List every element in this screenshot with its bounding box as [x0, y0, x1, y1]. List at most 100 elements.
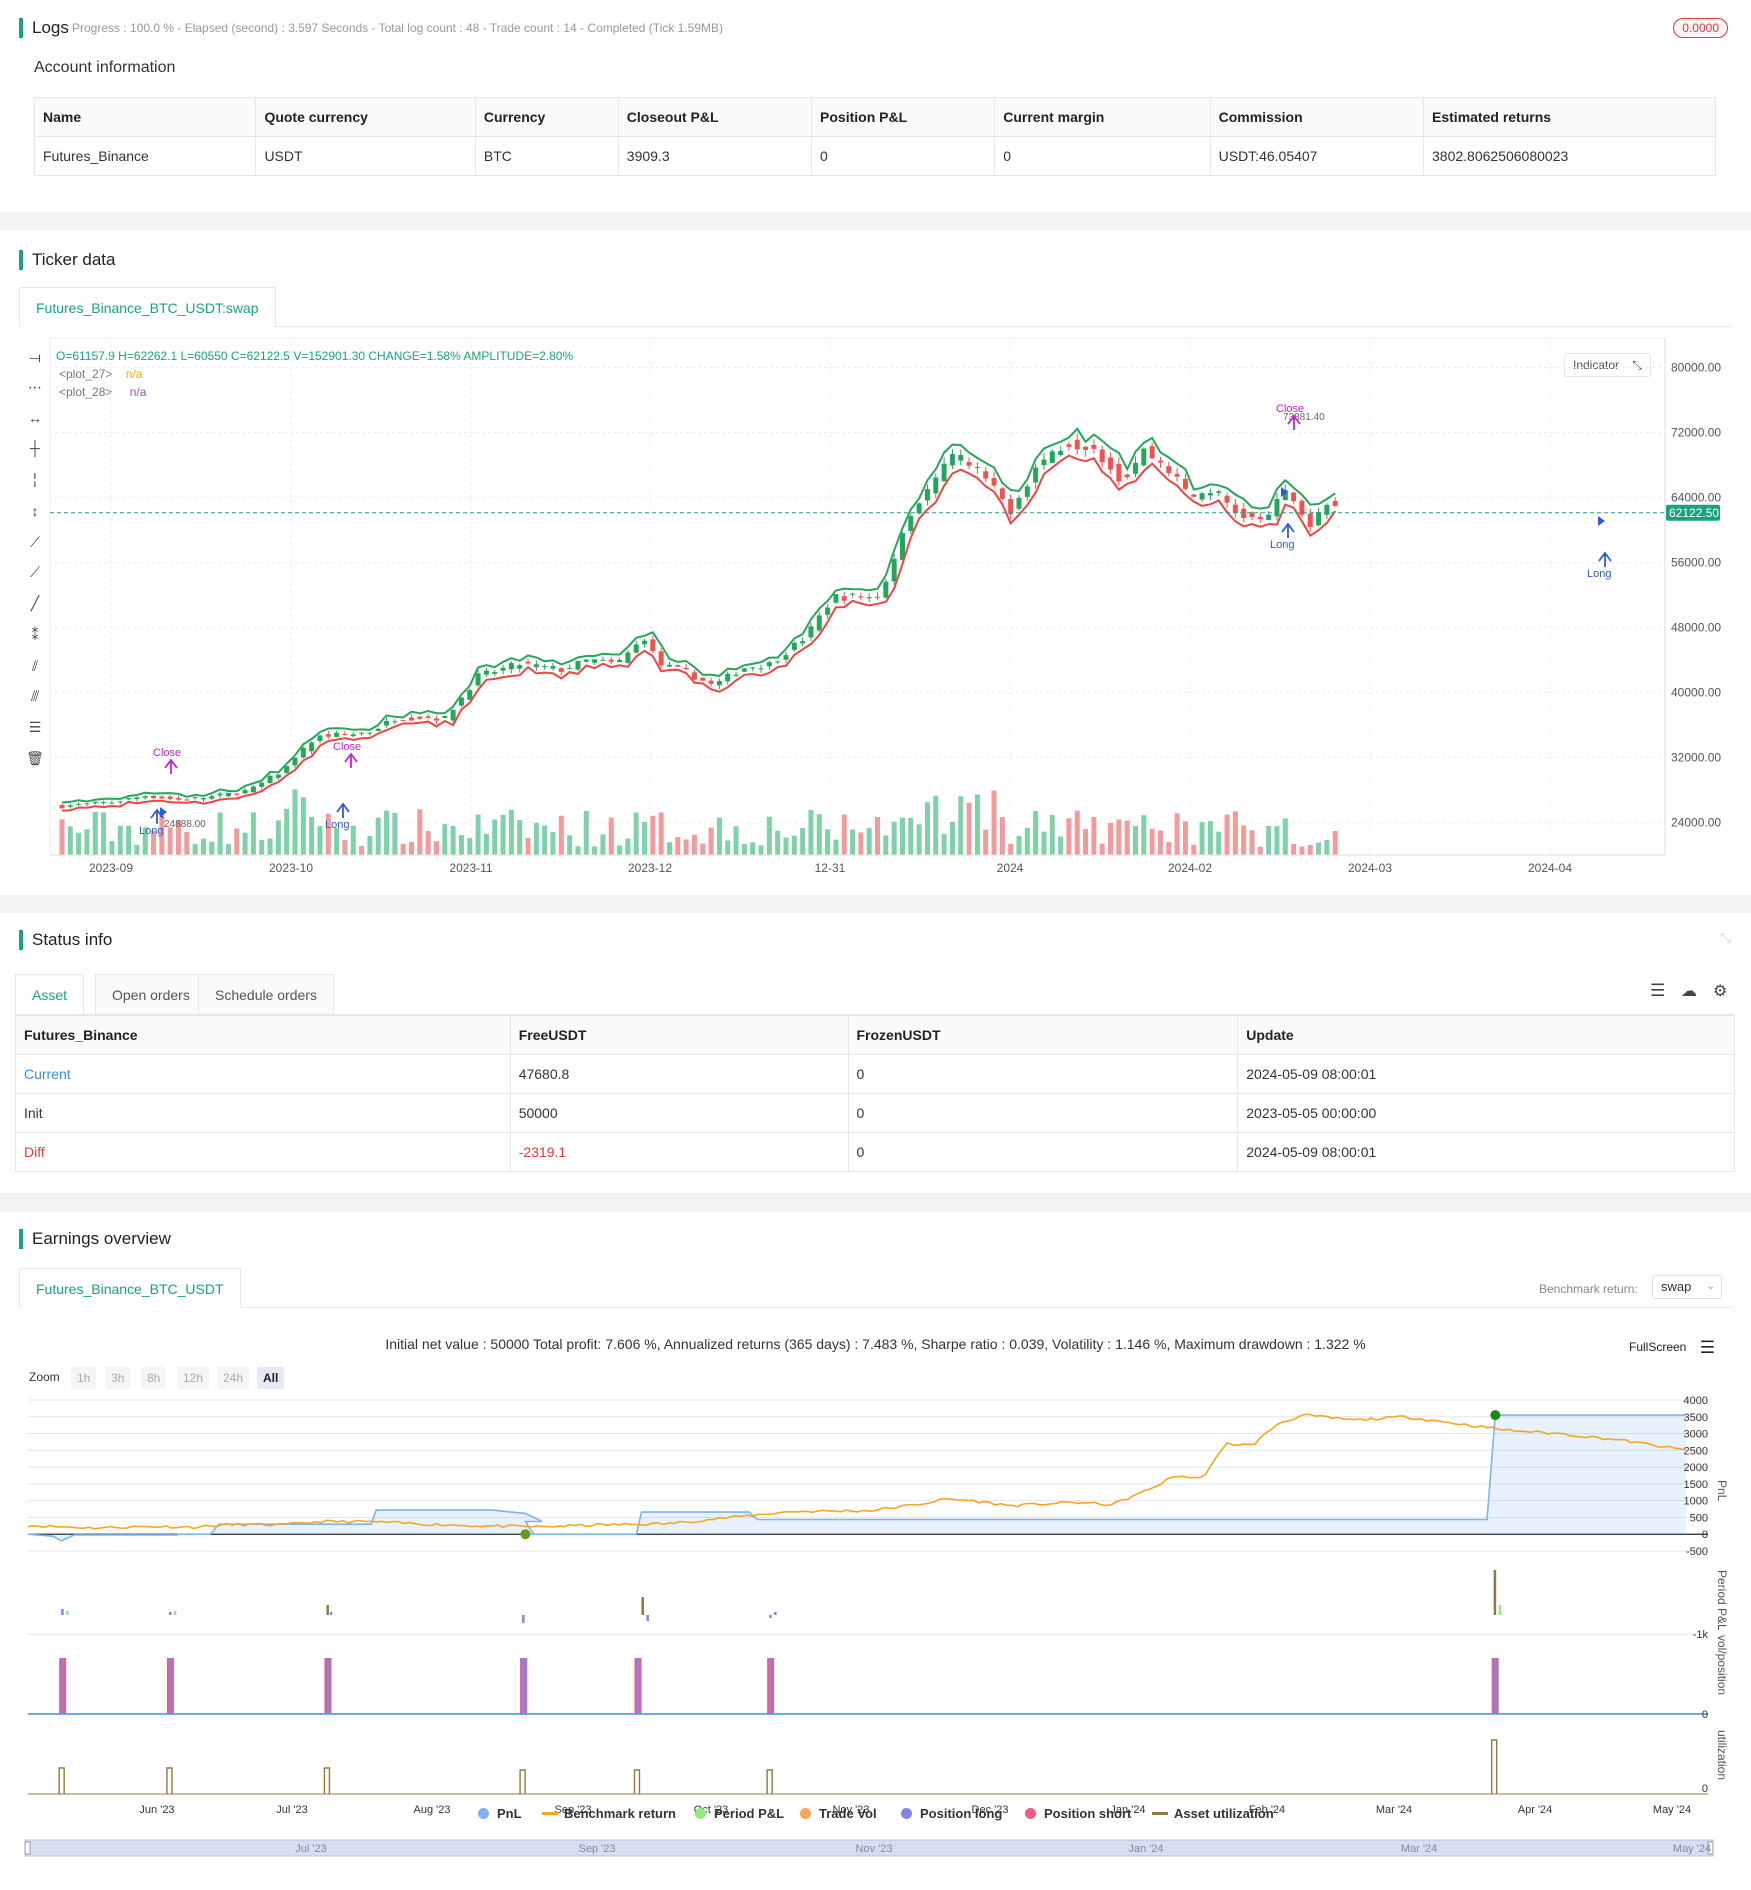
zoom-1h[interactable]: 1h: [71, 1367, 97, 1389]
volume-bar: [275, 820, 281, 855]
candle-body: [658, 651, 664, 666]
volume-bar: [483, 833, 489, 855]
collapse-icon[interactable]: ⤡: [1720, 930, 1731, 945]
volume-bar: [1166, 842, 1172, 855]
vertical-segment-icon[interactable]: ╎: [30, 472, 40, 488]
candle-body: [483, 670, 489, 675]
earnings-chart: 40003500300025002000150010005000-500PnL …: [24, 1395, 1729, 1857]
candle-body: [475, 673, 481, 686]
trash-icon[interactable]: 🗑: [26, 750, 44, 766]
tab-open-orders[interactable]: Open orders: [95, 974, 207, 1014]
benchmark-label: Benchmark return:: [1539, 1282, 1638, 1296]
navigator-tick-label: Sep '23: [579, 1843, 616, 1855]
price-line-icon[interactable]: ⁑: [31, 627, 39, 643]
volume-bar: [716, 817, 722, 855]
fullscreen-button[interactable]: FullScreen ☰: [1629, 1338, 1715, 1357]
candle-body: [225, 792, 231, 797]
horizontal-segment-icon[interactable]: ↔: [28, 410, 42, 426]
vertical-ray-icon[interactable]: ↕: [31, 503, 39, 519]
candle-body: [1016, 497, 1022, 509]
legend-benchmark-return[interactable]: Benchmark return: [542, 1806, 676, 1821]
volume-bar: [167, 827, 173, 855]
volume-bar: [875, 816, 881, 855]
candle-body: [924, 489, 930, 501]
asset-cell: Current: [15, 1054, 511, 1094]
volume-bar: [658, 812, 664, 855]
legend-pnl[interactable]: PnL: [478, 1806, 522, 1821]
cloud-download-icon[interactable]: ☁: [1681, 983, 1697, 1000]
segment-line-icon[interactable]: ╱: [30, 595, 40, 611]
pnl-tick-label: 500: [1690, 1512, 1708, 1524]
volume-bar: [949, 821, 955, 855]
volume-bar: [1249, 830, 1255, 855]
candle-body: [758, 668, 764, 670]
volume-bar: [1141, 815, 1147, 855]
zoom-3h[interactable]: 3h: [105, 1367, 131, 1389]
candle-body: [716, 681, 722, 686]
candle-body: [642, 640, 648, 645]
candle-body: [1091, 444, 1097, 449]
zoom-24h[interactable]: 24h: [217, 1367, 250, 1389]
menu-icon[interactable]: ☰: [1699, 1338, 1715, 1357]
candle-body: [176, 798, 182, 800]
tab-schedule-orders[interactable]: Schedule orders: [198, 974, 334, 1014]
tab-ticker-symbol[interactable]: Futures_Binance_BTC_USDT:swap: [19, 287, 276, 327]
volume-bar: [725, 840, 731, 855]
benchmark-select[interactable]: swap ⌄: [1652, 1275, 1722, 1299]
candle-body: [933, 477, 939, 494]
legend-trade-vol[interactable]: Trade Vol: [800, 1806, 877, 1821]
volume-bar: [766, 816, 772, 855]
ticker-title: Ticker data: [19, 250, 115, 270]
candle-body: [442, 715, 448, 718]
volume-bar: [467, 838, 473, 855]
zoom-all[interactable]: All: [257, 1367, 285, 1389]
asset-cell: 0: [847, 1093, 1239, 1133]
fib-icon[interactable]: ⫻: [30, 688, 40, 704]
candle-body: [433, 718, 439, 721]
candle-body: [1049, 451, 1055, 463]
candle-body: [1232, 504, 1238, 514]
asset-cell: 0: [847, 1054, 1239, 1094]
volume-bar: [625, 838, 631, 855]
x-tick-label: Dec '23: [972, 1804, 1009, 1816]
volume-bar: [92, 811, 98, 855]
list-icon[interactable]: ☰: [1650, 981, 1666, 1000]
earnings-summary: Initial net value : 50000 Total profit: …: [385, 1336, 1366, 1352]
volume-bar: [134, 844, 140, 855]
trend-line-icon[interactable]: ⟋: [30, 534, 40, 550]
indicator-button[interactable]: Indicator ⤡: [1564, 353, 1651, 377]
legend-period-pnl[interactable]: Period P&L: [695, 1806, 784, 1821]
horizontal-ray-icon[interactable]: ⟞: [29, 349, 41, 365]
account-col-header: Current margin: [994, 97, 1211, 137]
tab-earnings-symbol[interactable]: Futures_Binance_BTC_USDT: [19, 1268, 241, 1308]
zoom-8h[interactable]: 8h: [141, 1367, 167, 1389]
utilization-step: [766, 1769, 773, 1794]
legend-asset-utilization[interactable]: Asset utilization: [1152, 1806, 1274, 1821]
volume-bar: [916, 824, 922, 855]
rows-icon[interactable]: ☰: [28, 719, 42, 735]
candle-body: [1216, 491, 1222, 493]
settings-icon[interactable]: ⚙: [1713, 983, 1728, 1000]
legend-label: Position long: [920, 1806, 1003, 1821]
vertical-line-icon[interactable]: ┼: [30, 440, 40, 456]
candle-body: [575, 660, 581, 670]
volume-bar: [825, 829, 831, 855]
tab-asset[interactable]: Asset: [15, 974, 85, 1014]
logs-badge[interactable]: 0.0000: [1673, 18, 1728, 38]
candle-body: [217, 793, 223, 796]
candle-body: [259, 782, 265, 787]
zoom-12h[interactable]: 12h: [177, 1367, 210, 1389]
volume-bar: [84, 829, 90, 855]
ray-line-icon[interactable]: ⟋: [30, 564, 40, 580]
volume-bar: [583, 811, 589, 855]
expand-icon[interactable]: ⤡: [1632, 358, 1642, 372]
volume-bar: [866, 828, 872, 855]
volume-bar: [342, 839, 348, 855]
horizontal-line-icon[interactable]: ⋯: [28, 379, 42, 395]
position-bar: [326, 1658, 330, 1714]
parallel-channel-icon[interactable]: ⫽: [31, 658, 39, 674]
legend-position-long[interactable]: Position long: [901, 1806, 1002, 1821]
volume-bar: [741, 843, 747, 855]
legend-position-short[interactable]: Position short: [1025, 1806, 1131, 1821]
lower-band-line: [61, 454, 1337, 812]
